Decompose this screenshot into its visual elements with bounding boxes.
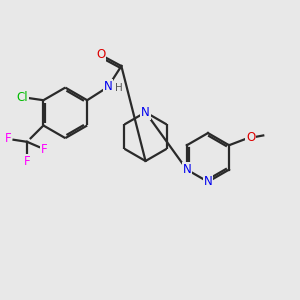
Text: H: H: [115, 83, 122, 93]
Text: O: O: [96, 48, 105, 61]
Text: F: F: [24, 154, 30, 168]
Text: O: O: [246, 131, 255, 144]
Text: N: N: [141, 106, 150, 119]
Text: N: N: [103, 80, 112, 93]
Text: Cl: Cl: [17, 91, 28, 104]
Text: N: N: [182, 163, 191, 176]
Text: F: F: [4, 132, 11, 146]
Text: N: N: [204, 175, 212, 188]
Text: F: F: [41, 143, 48, 156]
